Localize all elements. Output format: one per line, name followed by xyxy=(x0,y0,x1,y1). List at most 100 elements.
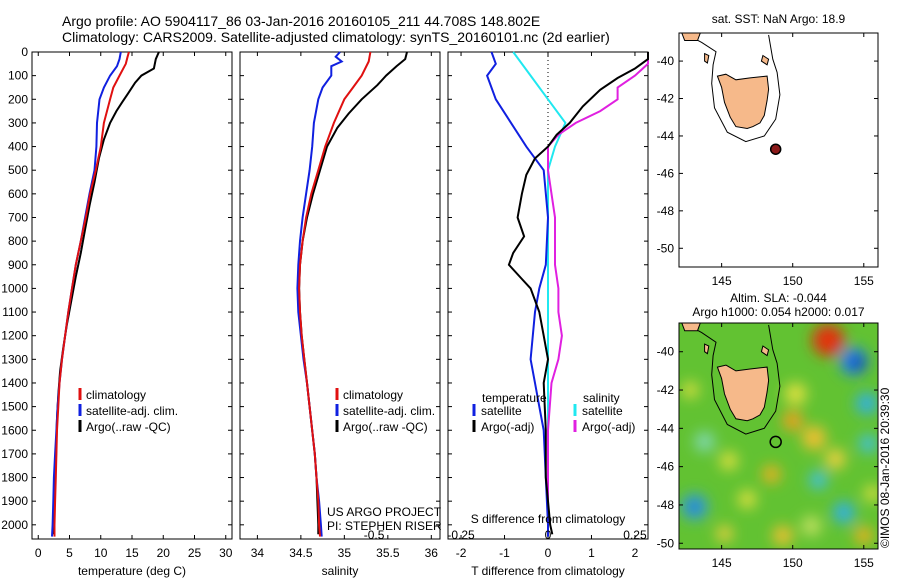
map-y-tick-label: -46 xyxy=(657,460,675,474)
legend-label: satellite xyxy=(481,404,522,418)
x-tick-label: 10 xyxy=(94,546,108,560)
map-content-sst_map xyxy=(681,33,782,155)
x-tick-label: 20 xyxy=(157,546,171,560)
x-tick-label: 15 xyxy=(125,546,139,560)
series-line-satellite xyxy=(485,51,550,537)
sla-blob xyxy=(772,525,793,546)
mainland-land xyxy=(681,323,701,332)
map-y-tick-label: -40 xyxy=(657,345,675,359)
map-y-tick-label: -48 xyxy=(657,498,675,512)
x-tick-label: 34.5 xyxy=(289,546,313,560)
king-island xyxy=(704,52,710,64)
map-content-sla_map xyxy=(679,323,878,549)
map-y-tick-label: -44 xyxy=(657,421,675,435)
legend-label: Argo(..raw -QC) xyxy=(86,420,171,434)
map-y-tick-label: -50 xyxy=(657,241,675,255)
panel-frame-salinity xyxy=(239,51,441,540)
sla-blob xyxy=(784,382,807,405)
x-tick-label: 1 xyxy=(588,546,595,560)
depth-tick-label: 200 xyxy=(8,92,28,106)
map-x-tick-label: 145 xyxy=(712,556,732,570)
sla-blob xyxy=(809,471,828,490)
panel-frame-temperature xyxy=(31,51,233,540)
top-tick-label: 0.25 xyxy=(623,528,647,542)
mainland-land xyxy=(681,33,701,41)
tasmania-land xyxy=(716,73,770,130)
sla-blob xyxy=(802,425,827,450)
map-y-tick-label: -44 xyxy=(657,129,675,143)
top-tick-label: 0 xyxy=(545,528,552,542)
figure-title-line1: Argo profile: AO 5904117_86 03-Jan-2016 … xyxy=(62,13,541,29)
shelf-contour xyxy=(687,324,781,435)
depth-tick-label: 800 xyxy=(8,234,28,248)
sla-blob xyxy=(738,490,757,509)
map-frame xyxy=(678,32,879,268)
depth-tick-label: 1500 xyxy=(1,400,28,414)
copyright-label: ©IMOS 08-Jan-2016 20:39:30 xyxy=(878,387,892,548)
tasmania-land xyxy=(716,364,770,422)
map-title-sla: Altim. SLA: -0.044 xyxy=(730,291,827,305)
map-y-tick-label: -42 xyxy=(657,383,675,397)
depth-tick-label: 1600 xyxy=(1,423,28,437)
sla-blob xyxy=(812,324,845,357)
legend-title-temperature: temperature xyxy=(482,391,547,405)
series-line-argo-adj- xyxy=(547,52,649,537)
depth-tick-label: 2000 xyxy=(1,518,28,532)
legend-label: satellite-adj. clim. xyxy=(343,404,435,418)
x-axis-label: T difference from climatology xyxy=(471,564,625,578)
map-y-tick-label: -42 xyxy=(657,92,675,106)
map-title-sst: sat. SST: NaN Argo: 18.9 xyxy=(712,12,846,26)
depth-tick-label: 500 xyxy=(8,163,28,177)
sla-blob xyxy=(762,465,781,484)
x-tick-label: 2 xyxy=(632,546,639,560)
legend-label: Argo(..raw -QC) xyxy=(343,420,428,434)
x-axis-label: temperature (deg C) xyxy=(78,564,186,578)
depth-tick-label: 1400 xyxy=(1,376,28,390)
depth-tick-label: 1700 xyxy=(1,447,28,461)
map-title-argo-h: Argo h1000: 0.054 h2000: 0.017 xyxy=(692,305,864,319)
x-tick-label: 30 xyxy=(219,546,233,560)
legend-title-salinity: salinity xyxy=(583,391,620,405)
sla-blob xyxy=(689,501,700,512)
project-annotation: PI: STEPHEN RISER xyxy=(327,519,442,533)
sla-blob xyxy=(864,485,878,502)
series-line-climatology xyxy=(53,51,130,537)
x-tick-label: 5 xyxy=(66,546,73,560)
x-tick-label: 34 xyxy=(251,546,265,560)
map-y-tick-label: -50 xyxy=(657,536,675,550)
x-tick-label: -1 xyxy=(499,546,510,560)
flinders-island xyxy=(760,345,770,357)
depth-tick-label: 1300 xyxy=(1,352,28,366)
x-tick-label: -2 xyxy=(456,546,467,560)
shelf-contour xyxy=(687,34,781,143)
sla-blob xyxy=(782,410,803,431)
sla-blob xyxy=(859,434,878,453)
depth-tick-label: 1800 xyxy=(1,471,28,485)
project-annotation: US ARGO PROJECT xyxy=(327,505,442,519)
top-tick-label: -0.25 xyxy=(447,528,475,542)
map-x-tick-label: 145 xyxy=(712,274,732,288)
sla-blob xyxy=(716,525,733,542)
flinders-island xyxy=(760,54,770,66)
depth-tick-label: 600 xyxy=(8,187,28,201)
map-x-tick-label: 150 xyxy=(783,556,803,570)
map-y-tick-label: -48 xyxy=(657,204,675,218)
series-line-satellite xyxy=(512,51,567,537)
legend-label: satellite-adj. clim. xyxy=(86,404,178,418)
x-axis-label: salinity xyxy=(322,564,359,578)
figure-title-line2: Climatology: CARS2009. Satellite-adjuste… xyxy=(62,29,610,45)
x-tick-label: 25 xyxy=(188,546,202,560)
legend-label: satellite xyxy=(582,404,623,418)
x-tick-label: 36 xyxy=(425,546,439,560)
sla-blob xyxy=(719,451,738,470)
depth-tick-label: 1200 xyxy=(1,329,28,343)
legend-label: Argo(-adj) xyxy=(481,420,534,434)
legend-label: climatology xyxy=(86,388,146,402)
depth-tick-label: 700 xyxy=(8,210,28,224)
depth-tick-label: 1100 xyxy=(2,305,28,319)
depth-tick-label: 1900 xyxy=(1,494,28,508)
plot-layer: 0100200300400500600700800900100011001200… xyxy=(1,12,879,578)
map-x-tick-label: 155 xyxy=(854,274,874,288)
depth-tick-label: 400 xyxy=(8,140,28,154)
